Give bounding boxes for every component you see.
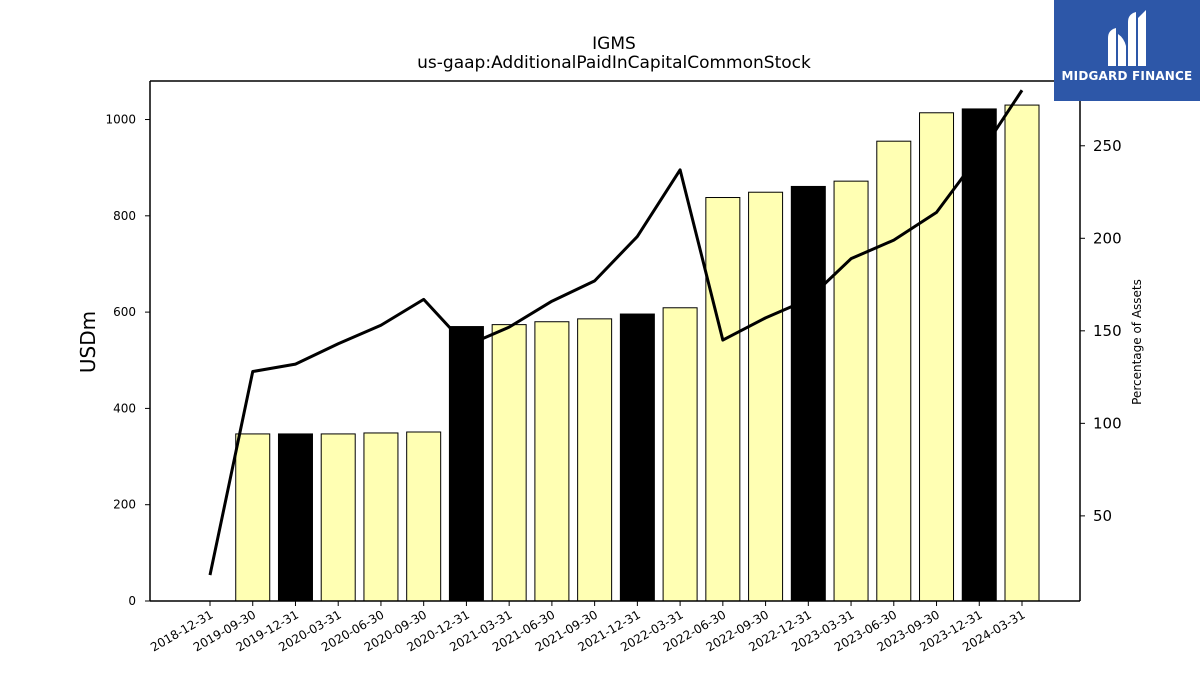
bar: [790, 185, 826, 602]
bar: [919, 112, 955, 602]
midgard-finance-logo: MIDGARD FINANCE: [1054, 0, 1200, 101]
bar-series: [235, 104, 1040, 602]
chart-title: IGMS: [592, 34, 636, 54]
bar: [705, 197, 741, 602]
line-path: [208, 89, 1024, 576]
bar: [277, 433, 313, 602]
bar: [662, 307, 698, 602]
bar: [961, 108, 997, 602]
bar: [320, 433, 356, 602]
logo-text: MIDGARD FINANCE: [1061, 69, 1193, 83]
bar: [748, 191, 784, 602]
bar: [577, 318, 613, 602]
logo-mark-icon: [1108, 10, 1146, 66]
bar: [534, 321, 570, 602]
bar: [406, 431, 442, 602]
y-axis-title-left: USDm: [76, 311, 100, 373]
y-tick-label: 400: [113, 401, 136, 415]
y2-tick-label: 50: [1093, 507, 1112, 525]
y2-tick-label: 200: [1093, 229, 1122, 247]
y2-tick-label: 100: [1093, 414, 1122, 432]
bar: [833, 180, 869, 602]
y2-tick-label: 250: [1093, 137, 1122, 155]
bar: [876, 140, 912, 602]
bar: [235, 433, 271, 602]
y-tick-label: 800: [113, 209, 136, 223]
bar: [448, 326, 484, 602]
bar: [619, 313, 655, 602]
bar: [363, 432, 399, 602]
y-tick-label: 1000: [105, 113, 136, 127]
bar: [491, 324, 527, 602]
y-tick-label: 0: [128, 594, 136, 608]
line-series: [208, 89, 1024, 576]
y2-tick-label: 150: [1093, 322, 1122, 340]
y-tick-label: 200: [113, 498, 136, 512]
y-tick-label: 600: [113, 305, 136, 319]
y-axis-title-right: Percentage of Assets: [1130, 279, 1144, 405]
bar: [1004, 104, 1040, 602]
chart-subtitle: us-gaap:AdditionalPaidInCapitalCommonSto…: [417, 53, 811, 73]
